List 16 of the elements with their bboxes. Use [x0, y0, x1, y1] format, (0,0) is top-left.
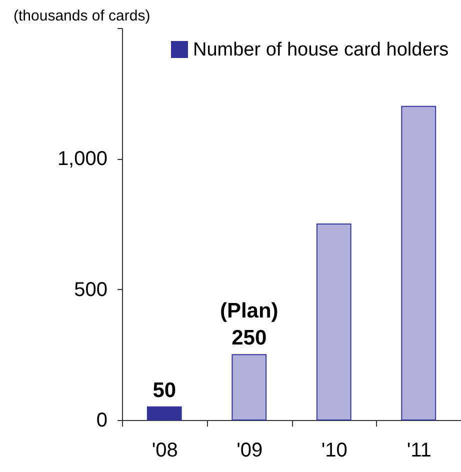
y-tick-label: 1,000 — [57, 148, 108, 170]
data-label: 50 — [152, 378, 176, 402]
y-tick-label: 500 — [74, 278, 108, 301]
bar — [316, 224, 352, 420]
data-label: 250 — [232, 326, 267, 350]
y-axis-title: (thousands of cards) — [14, 8, 150, 24]
y-tick-label: 0 — [96, 410, 108, 432]
x-tick-label: '11 — [406, 440, 432, 462]
x-tick-label: '10 — [321, 440, 348, 462]
annotation: (Plan) — [220, 300, 278, 323]
bar — [232, 354, 267, 420]
legend-label: Number of house card holders — [193, 40, 449, 60]
x-tick-label: '09 — [236, 440, 263, 462]
bar — [146, 406, 182, 420]
x-tick-label: '08 — [152, 440, 178, 462]
bar — [401, 106, 436, 420]
